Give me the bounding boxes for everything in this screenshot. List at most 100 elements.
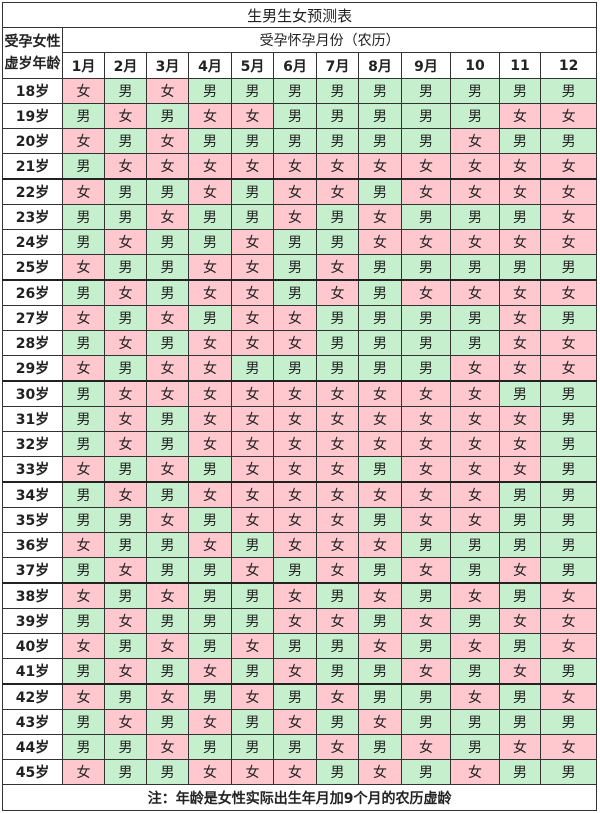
girl-cell: 女 [316, 683, 359, 710]
age-cell: 40岁 [2, 633, 63, 659]
boy-cell: 男 [358, 557, 402, 584]
girl-cell: 女 [358, 431, 402, 457]
gender-label: 男 [561, 260, 576, 276]
gender-label: 男 [160, 715, 175, 731]
gender-label: 女 [288, 488, 302, 504]
boy-cell: 男 [62, 481, 105, 508]
gender-label: 男 [118, 589, 133, 605]
gender-label: 女 [468, 639, 482, 655]
gender-label: 女 [330, 538, 345, 554]
girl-cell: 女 [358, 481, 402, 508]
boy-cell: 男 [499, 683, 541, 710]
gender-label: 女 [245, 387, 260, 403]
age-cell: 35岁 [2, 507, 63, 533]
girl-cell: 女 [188, 658, 232, 685]
gender-label: 男 [245, 210, 260, 226]
boy-cell: 男 [104, 734, 147, 760]
gender-label: 男 [468, 664, 482, 680]
boy-cell: 男 [146, 481, 189, 508]
age-cell: 34岁 [2, 481, 63, 508]
boy-cell: 男 [316, 658, 359, 685]
gender-label: 女 [76, 311, 91, 327]
gender-label: 男 [419, 538, 433, 554]
table-row: 45岁女男男女女女男女男女男男 [2, 759, 598, 785]
boy-cell: 男 [188, 456, 232, 483]
gender-label: 女 [160, 210, 175, 226]
girl-cell: 女 [539, 582, 598, 609]
boy-cell: 男 [231, 709, 274, 735]
gender-label: 女 [330, 437, 345, 453]
gender-label: 女 [288, 614, 302, 630]
gender-label: 男 [245, 715, 260, 731]
girl-cell: 女 [273, 709, 317, 735]
girl-cell: 女 [539, 279, 598, 306]
girl-cell: 女 [62, 683, 105, 710]
boy-cell: 男 [273, 355, 317, 382]
gender-label: 男 [513, 260, 527, 276]
girl-cell: 女 [188, 178, 232, 205]
girl-cell: 女 [539, 229, 598, 255]
boy-cell: 男 [499, 78, 541, 104]
gender-label: 女 [419, 159, 433, 175]
boy-cell: 男 [188, 608, 232, 634]
girl-cell: 女 [188, 759, 232, 785]
boy-cell: 男 [104, 254, 147, 281]
gender-label: 女 [245, 563, 260, 579]
girl-cell: 女 [104, 608, 147, 634]
girl-cell: 女 [231, 103, 274, 129]
boy-cell: 男 [146, 431, 189, 457]
gender-label: 男 [160, 765, 175, 781]
boy-cell: 男 [358, 608, 402, 634]
boy-cell: 男 [146, 254, 189, 281]
girl-cell: 女 [231, 759, 274, 785]
girl-cell: 女 [62, 178, 105, 205]
girl-cell: 女 [231, 431, 274, 457]
table-row: 26岁男女男女女男女男女女女女 [2, 279, 598, 306]
gender-label: 男 [561, 387, 576, 403]
girl-cell: 女 [273, 153, 317, 180]
gender-label: 女 [245, 286, 260, 302]
girl-cell: 女 [539, 355, 598, 382]
girl-cell: 女 [316, 456, 359, 483]
boy-cell: 男 [401, 633, 451, 659]
gender-label: 男 [419, 589, 433, 605]
gender-label: 男 [419, 260, 433, 276]
table-row: 21岁男 女 女 女 女 女 女 女 女 女 女 女 [2, 153, 598, 180]
girl-cell: 女 [358, 709, 402, 735]
boy-cell: 男 [146, 557, 189, 584]
gender-label: 男 [76, 336, 91, 352]
boy-cell: 男 [358, 305, 402, 331]
gender-label: 男 [561, 84, 576, 100]
gender-label: 男 [468, 109, 482, 125]
girl-cell: 女 [104, 330, 147, 356]
boy-cell: 男 [450, 204, 500, 230]
table-row: 41岁男女男女男女男男女男女男 [2, 658, 598, 685]
gender-label: 男 [160, 538, 175, 554]
gender-label: 男 [419, 210, 433, 226]
gender-label: 女 [160, 589, 175, 605]
age-cell: 32岁 [2, 431, 63, 457]
girl-cell: 女 [316, 507, 359, 533]
girl-cell: 女 [401, 557, 451, 584]
gender-label: 男 [203, 589, 217, 605]
girl-cell: 女 [231, 557, 274, 584]
month-header-row: 1月 2月 3月 4月 5月 6月 7月 8月 9月 10 11 12 [3, 52, 598, 79]
gender-label: 男 [373, 462, 387, 478]
age-cell: 23岁 [2, 204, 63, 230]
age-cell: 29岁 [2, 355, 63, 382]
gender-label: 女 [513, 159, 527, 175]
gender-label: 男 [160, 260, 175, 276]
gender-label: 女 [513, 286, 527, 302]
gender-label: 女 [203, 664, 217, 680]
gender-label: 男 [373, 614, 387, 630]
gender-label: 女 [118, 488, 133, 504]
boy-cell: 男 [539, 254, 598, 281]
gender-label: 男 [419, 639, 433, 655]
age-cell: 19岁 [2, 103, 63, 129]
girl-cell: 女 [146, 78, 189, 104]
girl-cell: 女 [499, 557, 541, 584]
gender-label: 女 [561, 210, 576, 226]
gender-label: 男 [245, 664, 260, 680]
gender-label: 女 [288, 715, 302, 731]
boy-cell: 男 [539, 128, 598, 154]
